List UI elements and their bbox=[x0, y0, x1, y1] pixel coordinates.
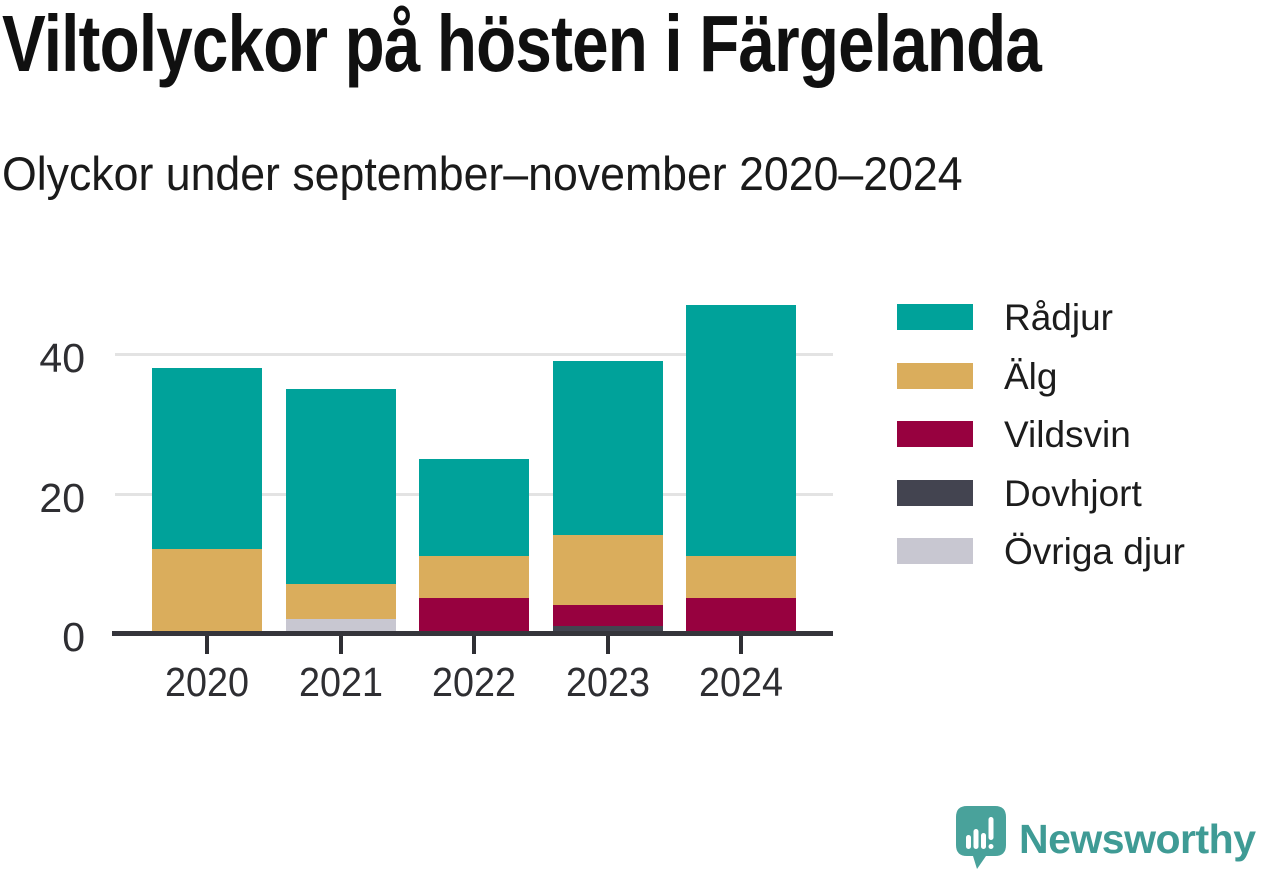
legend-item-Vildsvin: Vildsvin bbox=[897, 416, 1131, 453]
legend-swatch-Älg bbox=[897, 363, 973, 389]
x-axis-tick-2020 bbox=[205, 636, 209, 654]
x-axis-tick-2023 bbox=[606, 636, 610, 654]
x-axis-label-2020: 2020 bbox=[165, 659, 249, 705]
bar-segment-2023-Dovhjort bbox=[553, 626, 663, 633]
x-axis-label-2023: 2023 bbox=[566, 659, 650, 705]
chart-title: Viltolyckor på hösten i Färgelanda bbox=[2, 0, 1042, 88]
x-axis-tick-2022 bbox=[472, 636, 476, 654]
legend-label-Rådjur: Rådjur bbox=[1004, 296, 1113, 338]
bar-segment-2024-Älg bbox=[686, 556, 796, 598]
bar-segment-2021-Övriga djur bbox=[286, 619, 396, 633]
x-axis-label-2022: 2022 bbox=[432, 659, 516, 705]
brand-logo: Newsworthy bbox=[956, 806, 1256, 870]
legend-item-Övriga djur: Övriga djur bbox=[897, 533, 1185, 570]
bar-segment-2022-Älg bbox=[419, 556, 529, 598]
legend-item-Rådjur: Rådjur bbox=[897, 299, 1113, 336]
x-axis-line bbox=[112, 631, 833, 636]
x-axis-tick-2021 bbox=[339, 636, 343, 654]
legend-swatch-Dovhjort bbox=[897, 480, 973, 506]
legend-swatch-Vildsvin bbox=[897, 421, 973, 447]
bar-segment-2023-Älg bbox=[553, 535, 663, 605]
newsworthy-icon bbox=[956, 806, 1006, 869]
legend-item-Dovhjort: Dovhjort bbox=[897, 475, 1142, 512]
y-axis-label-20: 20 bbox=[39, 475, 85, 521]
legend-swatch-Rådjur bbox=[897, 304, 973, 330]
bar-segment-2024-Rådjur bbox=[686, 305, 796, 556]
y-axis-label-40: 40 bbox=[39, 335, 85, 381]
chart-subtitle: Olyckor under september–november 2020–20… bbox=[2, 147, 963, 200]
legend-label-Vildsvin: Vildsvin bbox=[1004, 413, 1131, 455]
bar-segment-2023-Vildsvin bbox=[553, 605, 663, 626]
bar-segment-2020-Älg bbox=[152, 549, 262, 633]
bar-segment-2021-Rådjur bbox=[286, 389, 396, 584]
bar-segment-2024-Vildsvin bbox=[686, 598, 796, 633]
gridline-40 bbox=[115, 353, 833, 356]
x-axis-label-2021: 2021 bbox=[299, 659, 383, 705]
bar-segment-2022-Rådjur bbox=[419, 459, 529, 556]
x-axis-label-2024: 2024 bbox=[699, 659, 783, 705]
bar-segment-2023-Rådjur bbox=[553, 361, 663, 535]
x-axis-tick-2024 bbox=[739, 636, 743, 654]
bar-segment-2022-Vildsvin bbox=[419, 598, 529, 633]
brand-name: Newsworthy bbox=[1019, 816, 1256, 862]
legend-swatch-Övriga djur bbox=[897, 538, 973, 564]
legend-label-Övriga djur: Övriga djur bbox=[1004, 530, 1185, 572]
bar-segment-2020-Rådjur bbox=[152, 368, 262, 549]
legend-label-Älg: Älg bbox=[1004, 355, 1058, 397]
legend-item-Älg: Älg bbox=[897, 358, 1057, 395]
y-axis-label-0: 0 bbox=[62, 614, 85, 660]
bar-segment-2021-Älg bbox=[286, 584, 396, 619]
legend-label-Dovhjort: Dovhjort bbox=[1004, 472, 1142, 514]
